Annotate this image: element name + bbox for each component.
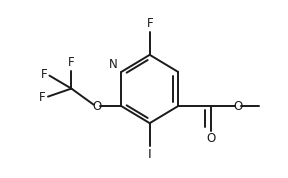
Text: F: F: [39, 91, 46, 104]
Text: N: N: [109, 57, 118, 70]
Text: F: F: [146, 17, 153, 30]
Text: O: O: [233, 100, 242, 112]
Text: I: I: [148, 148, 151, 161]
Text: F: F: [41, 68, 47, 81]
Text: O: O: [92, 100, 102, 112]
Text: F: F: [68, 56, 75, 69]
Text: O: O: [206, 132, 215, 145]
